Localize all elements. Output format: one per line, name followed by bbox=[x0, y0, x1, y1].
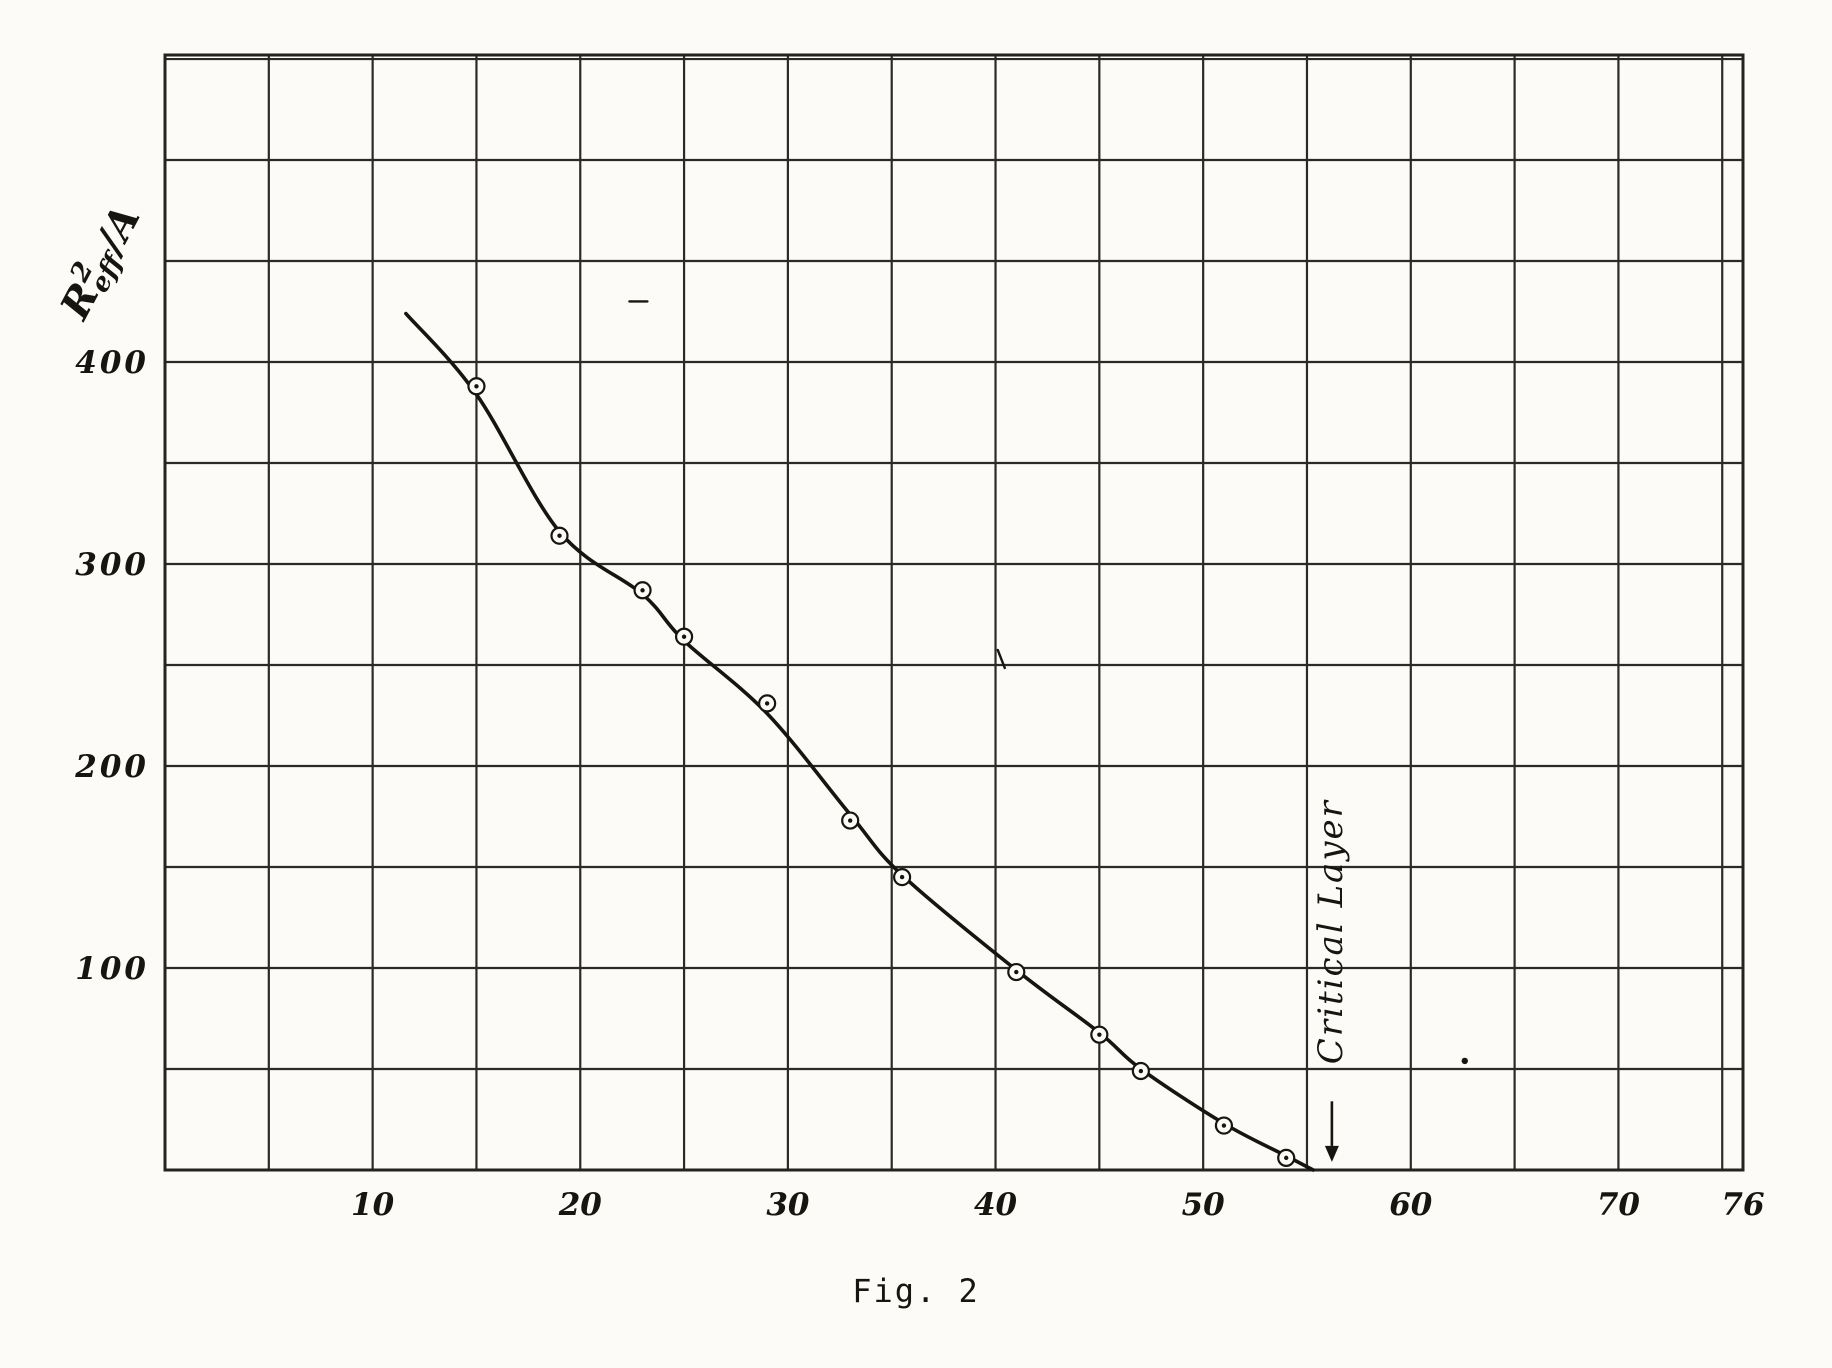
data-point-center bbox=[681, 634, 687, 639]
x-tick-label: 70 bbox=[1597, 1187, 1641, 1223]
critical-layer-label: Critical Layer bbox=[1311, 799, 1351, 1064]
scan-artifact-dot bbox=[1461, 1057, 1468, 1065]
data-point-center bbox=[1138, 1068, 1144, 1074]
x-tick-label: 60 bbox=[1389, 1187, 1433, 1223]
data-point-center bbox=[1097, 1032, 1102, 1037]
data-point-center bbox=[1284, 1155, 1289, 1161]
data-point-center bbox=[557, 533, 562, 538]
data-point-center bbox=[847, 818, 853, 823]
y-tick-label: 400 bbox=[75, 345, 149, 381]
fit-curve bbox=[404, 311, 1315, 1172]
x-tick-label: 10 bbox=[351, 1187, 395, 1223]
y-tick-label: 200 bbox=[74, 749, 149, 785]
figure-caption: Fig. 2 bbox=[852, 1272, 980, 1310]
data-point-center bbox=[899, 874, 905, 880]
critical-layer-arrow-head bbox=[1324, 1145, 1339, 1162]
x-tick-label: 20 bbox=[558, 1187, 603, 1223]
data-point-center bbox=[474, 384, 479, 389]
x-tick-label: 40 bbox=[974, 1187, 1018, 1223]
plot-border bbox=[163, 53, 1745, 1172]
scan-artifact-stroke bbox=[996, 648, 1006, 670]
x-tick-label: 30 bbox=[766, 1187, 810, 1223]
data-point-center bbox=[764, 701, 770, 706]
y-tick-label: 300 bbox=[75, 547, 149, 583]
data-point-center bbox=[1014, 969, 1019, 975]
data-point-center bbox=[640, 588, 645, 593]
y-tick-label: 100 bbox=[75, 951, 149, 987]
x-tick-label: 76 bbox=[1721, 1187, 1764, 1223]
data-point-center bbox=[1221, 1123, 1227, 1128]
x-tick-label: 50 bbox=[1182, 1187, 1226, 1223]
